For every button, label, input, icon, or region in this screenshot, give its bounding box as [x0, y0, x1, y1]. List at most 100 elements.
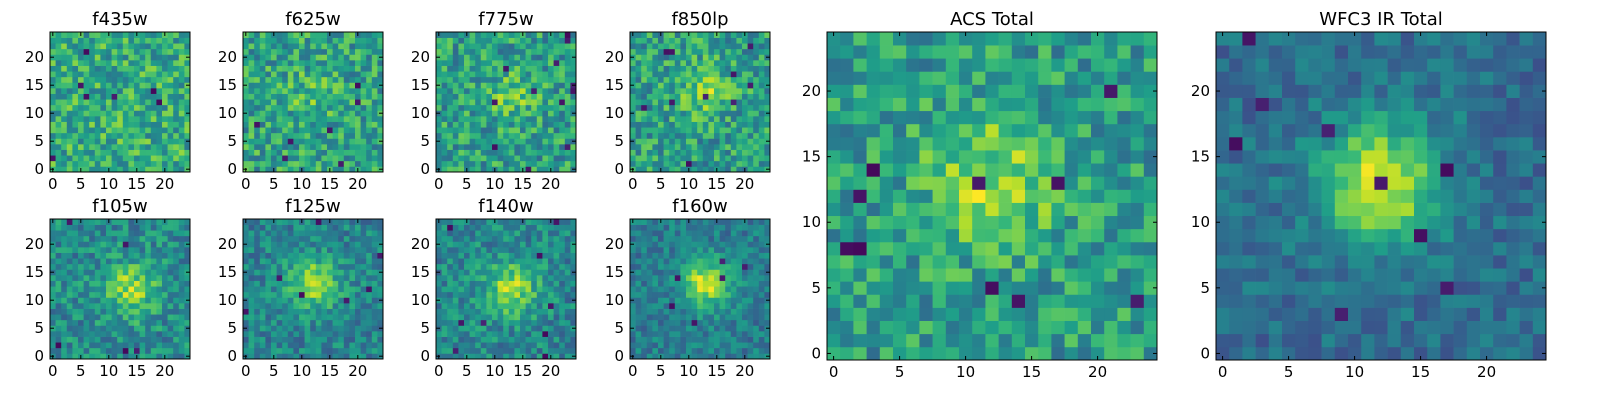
- heatmap-cell: [315, 104, 322, 111]
- heatmap-cell: [156, 247, 163, 253]
- heatmap-cell: [548, 252, 554, 259]
- heatmap-cell: [243, 127, 249, 134]
- heatmap-cell: [691, 88, 698, 94]
- heatmap-cell: [658, 314, 664, 321]
- heatmap-cell: [520, 258, 526, 265]
- heatmap-cell: [503, 291, 510, 298]
- heatmap-cell: [464, 121, 470, 128]
- heatmap-cell: [184, 308, 191, 315]
- heatmap-cell: [641, 308, 648, 315]
- heatmap-cell: [641, 319, 648, 326]
- heatmap-cell: [366, 116, 373, 122]
- heatmap-cell: [327, 132, 333, 139]
- heatmap-cell: [525, 144, 532, 150]
- heatmap-cell: [360, 88, 367, 94]
- heatmap-cell: [139, 82, 146, 89]
- heatmap-cell: [747, 331, 754, 337]
- heatmap-cell: [531, 149, 538, 156]
- heatmap-cell: [360, 252, 367, 259]
- heatmap-cell: [570, 252, 577, 259]
- heatmap-cell: [360, 286, 367, 293]
- heatmap-cell: [360, 297, 367, 304]
- heatmap-cell: [315, 230, 322, 237]
- heatmap-cell: [377, 263, 384, 270]
- heatmap-cell: [332, 138, 339, 145]
- heatmap-cell: [520, 93, 526, 100]
- heatmap-cell: [100, 88, 107, 94]
- heatmap-cell: [674, 166, 681, 173]
- heatmap-cell: [480, 160, 487, 167]
- heatmap-cell: [360, 166, 367, 173]
- heatmap-cell: [702, 149, 709, 156]
- heatmap-cell: [464, 138, 470, 145]
- heatmap-cell: [452, 241, 459, 248]
- heatmap-cell: [287, 275, 294, 281]
- heatmap-cell: [145, 319, 152, 326]
- panel-title: f105w: [92, 196, 147, 217]
- heatmap-cell: [106, 347, 112, 354]
- heatmap-cell: [106, 60, 112, 66]
- heatmap-cell: [287, 160, 294, 167]
- heatmap-cell: [122, 347, 129, 354]
- heatmap-cell: [287, 32, 294, 38]
- heatmap-cell: [293, 319, 300, 326]
- heatmap-cell: [508, 353, 515, 360]
- heatmap-cell: [254, 286, 261, 293]
- heatmap-cell: [436, 342, 442, 349]
- heatmap-cell: [338, 37, 345, 44]
- heatmap-cell: [89, 88, 96, 94]
- heatmap-cell: [94, 291, 101, 298]
- heatmap-cell: [332, 132, 339, 139]
- heatmap-cell: [139, 241, 146, 248]
- heatmap-cell: [248, 314, 255, 321]
- heatmap-cell: [349, 252, 356, 259]
- heatmap-cell: [248, 43, 255, 50]
- heatmap-cell: [167, 247, 174, 253]
- heatmap-cell: [475, 60, 482, 66]
- heatmap-cell: [259, 121, 266, 128]
- heatmap-cell: [282, 88, 289, 94]
- heatmap-cell: [94, 241, 101, 248]
- heatmap-cell: [66, 43, 73, 50]
- heatmap-cell: [111, 88, 118, 94]
- heatmap-cell: [371, 132, 378, 139]
- heatmap-cell: [111, 149, 118, 156]
- heatmap-cell: [156, 116, 163, 122]
- heatmap-cell: [758, 99, 765, 106]
- heatmap-cell: [259, 230, 266, 237]
- heatmap-cell: [492, 88, 498, 94]
- heatmap-cell: [150, 65, 157, 72]
- heatmap-cell: [503, 263, 510, 270]
- heatmap-cell: [458, 116, 465, 122]
- heatmap-cell: [150, 336, 157, 343]
- heatmap-cell: [139, 297, 146, 304]
- heatmap-cell: [338, 65, 345, 72]
- heatmap-cell: [293, 71, 300, 78]
- heatmap-cell: [680, 336, 687, 343]
- heatmap-cell: [254, 37, 261, 44]
- heatmap-cell: [536, 230, 543, 237]
- heatmap-cell: [753, 116, 760, 122]
- heatmap-cell: [520, 37, 526, 44]
- heatmap-cell: [469, 138, 476, 145]
- heatmap-cell: [265, 319, 272, 326]
- heatmap-cell: [139, 65, 146, 72]
- heatmap-cell: [542, 149, 549, 156]
- heatmap-cell: [254, 132, 261, 139]
- heatmap-cell: [332, 286, 339, 293]
- heatmap-cell: [764, 88, 771, 94]
- heatmap-cell: [343, 342, 350, 349]
- heatmap-cell: [753, 110, 760, 117]
- heatmap-cell: [134, 263, 140, 270]
- heatmap-cell: [436, 88, 442, 94]
- heatmap-cell: [458, 32, 465, 38]
- heatmap-cell: [652, 336, 659, 343]
- heatmap-cell: [343, 280, 350, 287]
- heatmap-cell: [50, 258, 56, 265]
- heatmap-cell: [89, 60, 96, 66]
- heatmap-cell: [377, 286, 384, 293]
- heatmap-cell: [94, 325, 101, 332]
- heatmap-cell: [441, 347, 448, 354]
- heatmap-cell: [150, 110, 157, 117]
- heatmap-cell: [243, 247, 249, 253]
